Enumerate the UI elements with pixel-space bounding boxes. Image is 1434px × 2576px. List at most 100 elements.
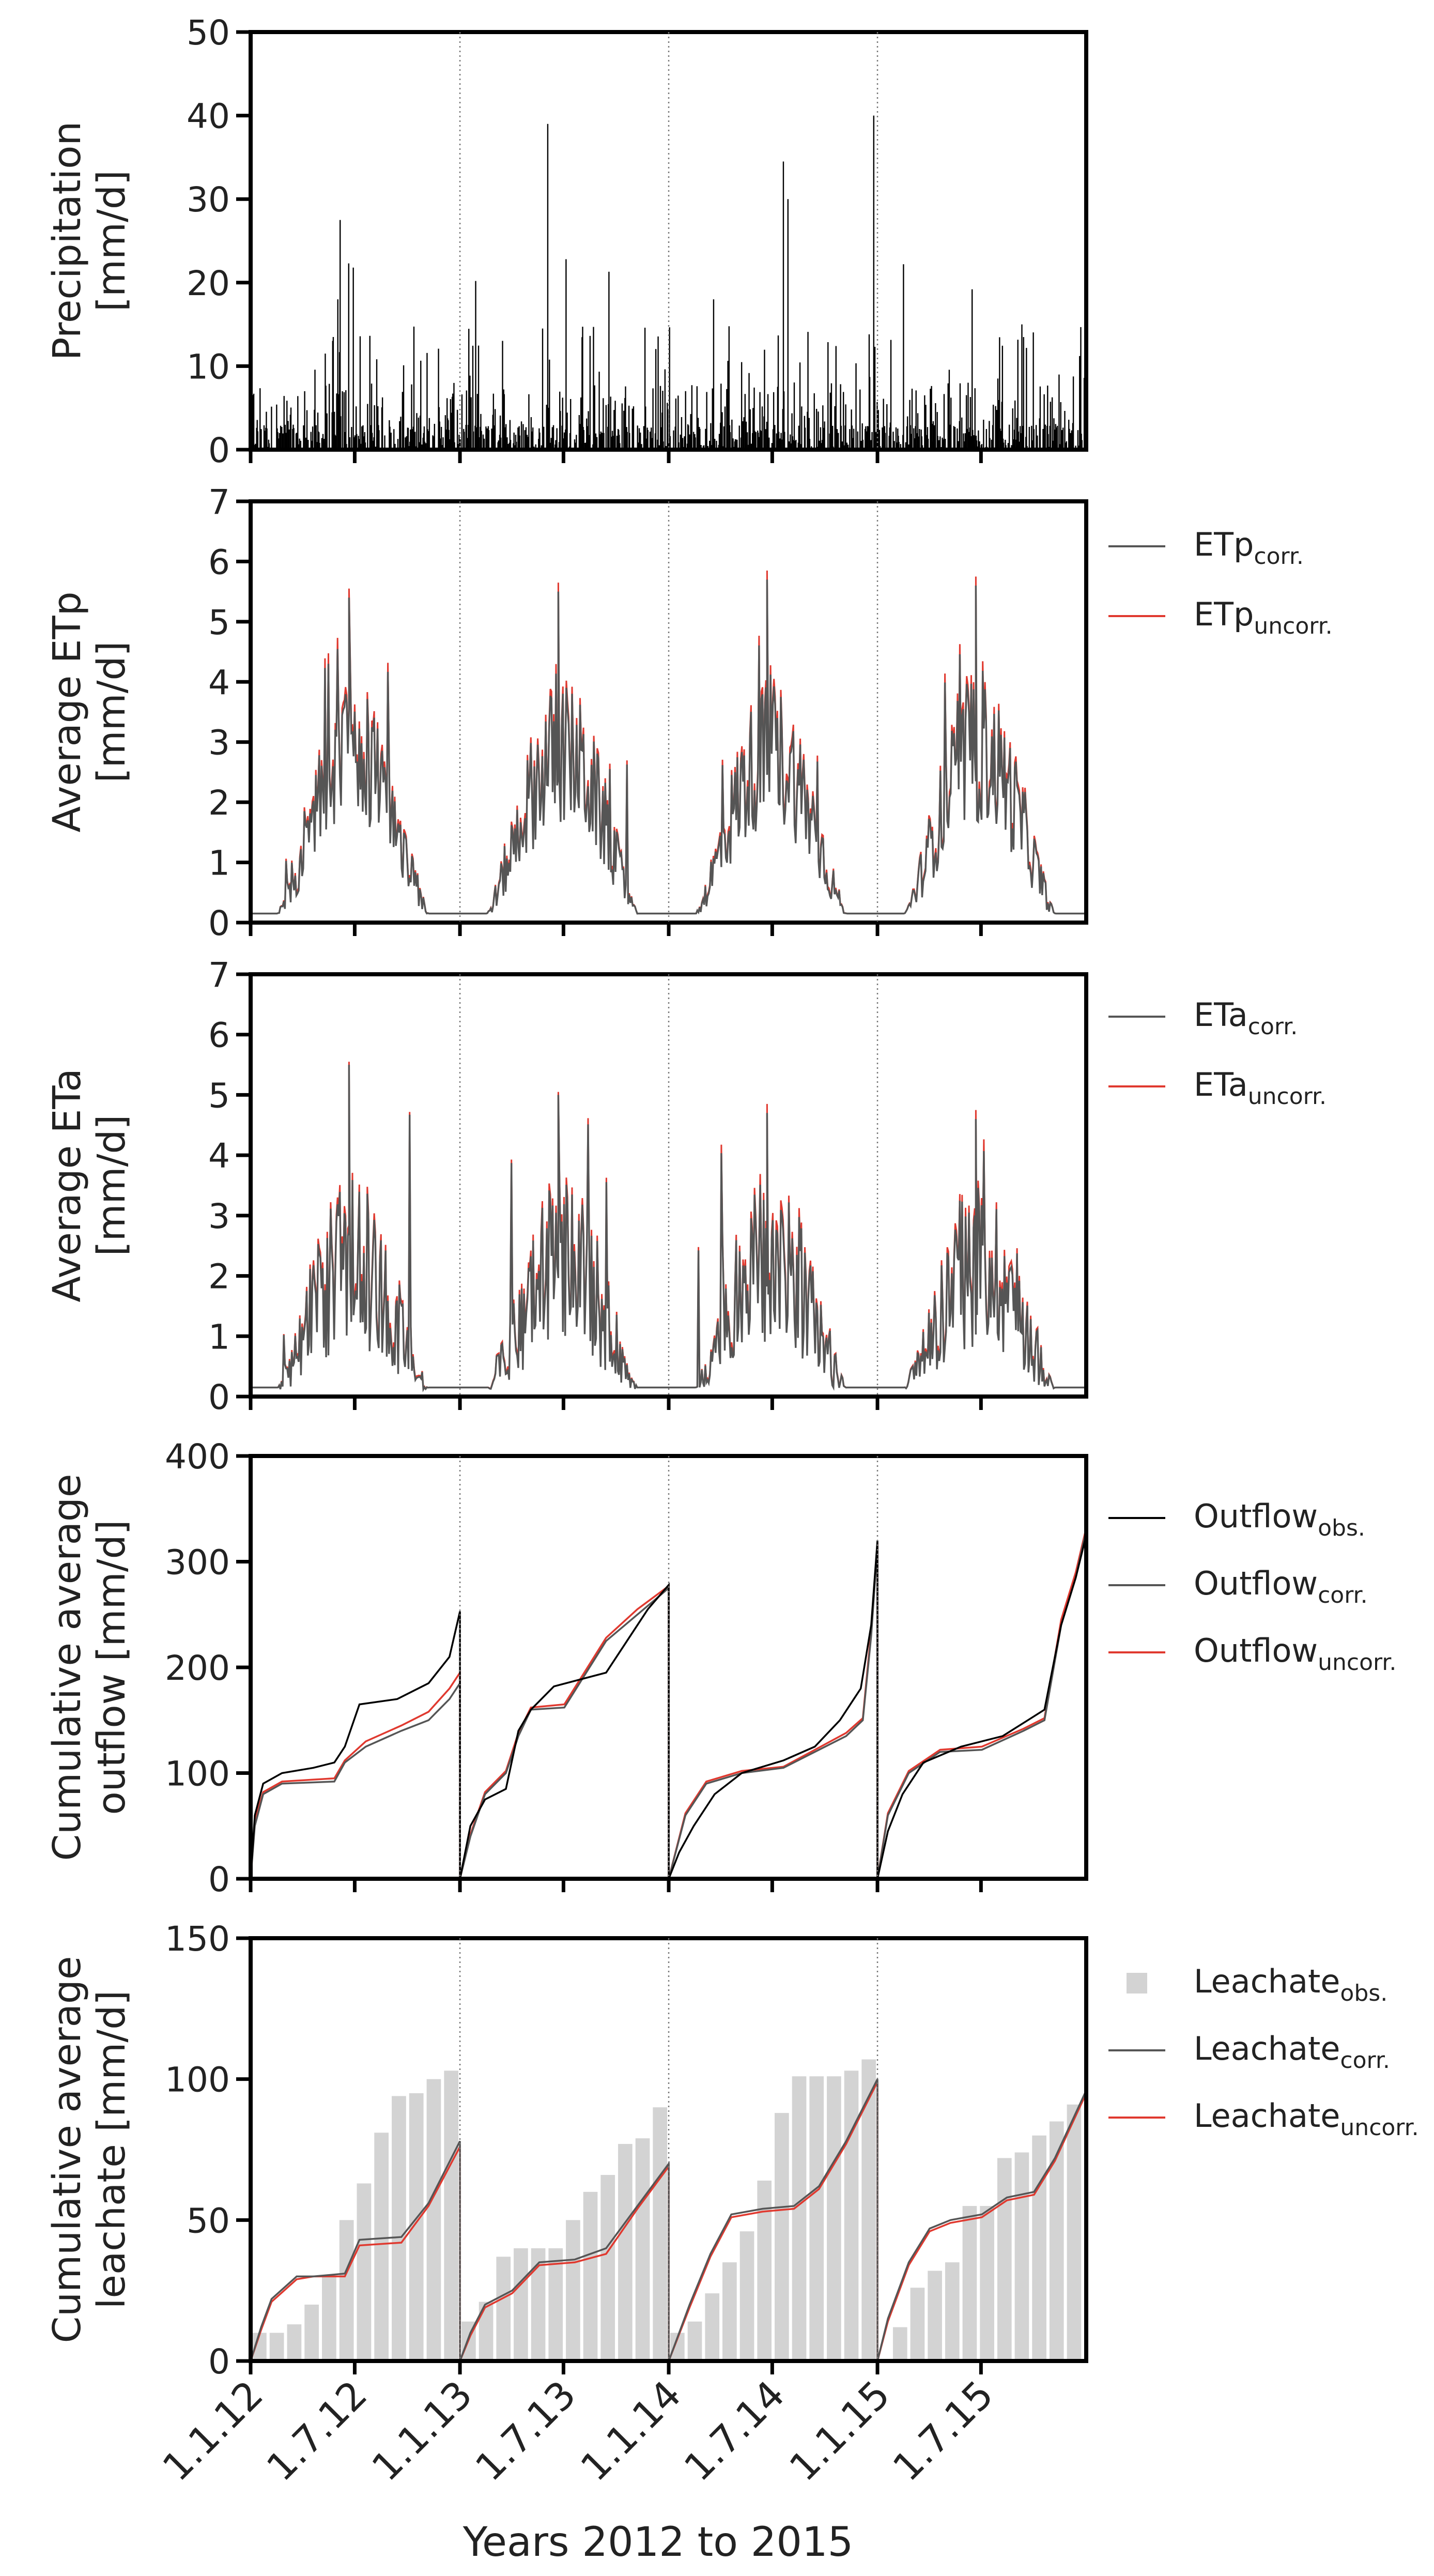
leachate-ytick-label-3: 150 — [165, 1919, 230, 1959]
x-axis-title: Years 2012 to 2015 — [462, 2519, 853, 2566]
leachate-obs-bar — [653, 2107, 668, 2361]
leachate-ytick-label-0: 0 — [208, 2342, 230, 2382]
eta-ytick-label-2: 2 — [208, 1257, 230, 1297]
leachate-obs-bar — [739, 2231, 754, 2361]
etp-ytick-label-5: 5 — [208, 603, 230, 642]
leachate-ytick-label-2: 100 — [165, 2060, 230, 2100]
leachate-obs-bar — [1014, 2152, 1029, 2361]
etp-ylabel-line-1: [mm/d] — [89, 641, 134, 783]
etp-ytick-label-2: 2 — [208, 783, 230, 823]
leachate-obs-bar — [809, 2076, 824, 2361]
leachate-obs-bar — [583, 2191, 598, 2361]
leachate-legend-label-0: Leachateobs. — [1194, 1962, 1387, 2006]
outflow-legend-label-1: Outflowcorr. — [1194, 1565, 1368, 1608]
leachate-obs-bar — [928, 2271, 942, 2361]
leachate-obs-bars — [252, 2059, 1082, 2361]
precipitation-ylabel-line-1: [mm/d] — [89, 170, 134, 312]
leachate-obs-bar — [409, 2093, 424, 2361]
leachate-obs-bar — [1032, 2135, 1046, 2361]
leachate-obs-bar — [496, 2257, 511, 2361]
outflow-ytick-label-0: 0 — [208, 1860, 230, 1899]
outflow-legend-label-0: Outflowobs. — [1194, 1497, 1365, 1541]
leachate-obs-bar — [792, 2076, 807, 2361]
etp-legend-label-0: ETpcorr. — [1194, 526, 1304, 570]
etp-ytick-label-0: 0 — [208, 903, 230, 943]
leachate-obs-bar — [722, 2262, 737, 2361]
leachate-obs-bar — [339, 2220, 354, 2361]
outflow-ytick-label-1: 100 — [165, 1754, 230, 1794]
x-tick-label-5: 1.7.14 — [676, 2372, 793, 2490]
leachate-obs-bar — [304, 2304, 319, 2361]
precipitation-ytick-label-1: 10 — [187, 347, 230, 387]
etp-ytick-label-4: 4 — [208, 663, 230, 702]
leachate-obs-bar — [775, 2113, 789, 2361]
eta-legend-label-1: ETauncorr. — [1194, 1066, 1327, 1110]
outflow-line-obs — [250, 1535, 1087, 1879]
eta-ytick-label-3: 3 — [208, 1197, 230, 1236]
leachate-obs-bar — [444, 2071, 459, 2361]
x-tick-label-0: 1.1.12 — [154, 2372, 271, 2490]
etp-legend-label-1: ETpuncorr. — [1194, 595, 1333, 639]
leachate-obs-bar — [962, 2206, 977, 2361]
leachate-legend-label-2: Leachateuncorr. — [1194, 2097, 1419, 2141]
etp-line-corr — [251, 579, 1086, 915]
leachate-obs-bar — [892, 2327, 907, 2361]
etp-ytick-label-6: 6 — [208, 542, 230, 582]
outflow-ylabel-line-1: outflow [mm/d] — [89, 1520, 134, 1815]
leachate-obs-bar — [514, 2248, 528, 2361]
etp-ylabel-line-0: Average ETp — [45, 591, 89, 832]
precipitation-ytick-label-0: 0 — [208, 431, 230, 470]
etp-ytick-label-1: 1 — [208, 844, 230, 883]
etp-ytick-label-3: 3 — [208, 723, 230, 763]
leachate-obs-bar — [357, 2183, 372, 2361]
outflow-ytick-label-3: 300 — [165, 1543, 230, 1583]
eta-ylabel-line-0: Average ETa — [45, 1068, 89, 1302]
leachate-ytick-label-1: 50 — [187, 2201, 230, 2241]
leachate-obs-bar — [844, 2071, 859, 2361]
leachate-legend-marker-0 — [1127, 1973, 1147, 1994]
leachate-obs-bar — [287, 2324, 302, 2361]
leachate-obs-bar — [392, 2096, 406, 2361]
eta-ytick-label-5: 5 — [208, 1076, 230, 1115]
eta-line-corr — [251, 1065, 1086, 1392]
eta-ytick-label-0: 0 — [208, 1377, 230, 1417]
eta-ytick-label-1: 1 — [208, 1317, 230, 1357]
leachate-obs-bar — [374, 2133, 389, 2361]
x-tick-label-7: 1.7.15 — [885, 2372, 1002, 2490]
precipitation-ytick-label-4: 40 — [187, 97, 230, 136]
leachate-obs-bar — [705, 2293, 720, 2361]
x-tick-label-2: 1.1.13 — [364, 2372, 481, 2490]
leachate-obs-bar — [548, 2248, 563, 2361]
leachate-obs-bar — [827, 2076, 841, 2361]
leachate-obs-bar — [997, 2158, 1012, 2361]
axes-layer — [236, 30, 1165, 2374]
x-tick-label-3: 1.7.13 — [467, 2372, 584, 2490]
eta-ytick-label-7: 7 — [208, 955, 230, 995]
precipitation-ytick-label-2: 20 — [187, 264, 230, 303]
x-tick-label-1: 1.7.12 — [258, 2372, 376, 2490]
leachate-obs-bar — [945, 2262, 960, 2361]
leachate-line-corr — [250, 2078, 1087, 2362]
leachate-obs-bar — [687, 2321, 702, 2361]
precipitation-ylabel-line-0: Precipitation — [45, 121, 89, 361]
leachate-ylabel-line-1: leachate [mm/d] — [89, 1990, 134, 2309]
x-tick-label-4: 1.1.14 — [573, 2372, 690, 2490]
leachate-obs-bar — [322, 2276, 336, 2361]
x-tick-label-6: 1.1.15 — [781, 2372, 899, 2490]
leachate-obs-bar — [910, 2288, 925, 2361]
leachate-obs-bar — [635, 2138, 650, 2361]
leachate-obs-bar — [600, 2175, 615, 2361]
etp-ytick-label-7: 7 — [208, 482, 230, 522]
outflow-ytick-label-2: 200 — [165, 1648, 230, 1688]
outflow-ytick-label-4: 400 — [165, 1437, 230, 1477]
leachate-ylabel-line-0: Cumulative average — [45, 1956, 89, 2343]
leachate-legend-label-1: Leachatecorr. — [1194, 2030, 1390, 2074]
precipitation-ytick-label-3: 30 — [187, 180, 230, 220]
eta-ylabel-line-1: [mm/d] — [89, 1115, 134, 1256]
eta-legend-label-0: ETacorr. — [1194, 996, 1298, 1040]
leachate-obs-bar — [269, 2333, 284, 2361]
leachate-obs-bar — [980, 2206, 994, 2361]
outflow-ylabel-line-0: Cumulative average — [45, 1474, 89, 1861]
